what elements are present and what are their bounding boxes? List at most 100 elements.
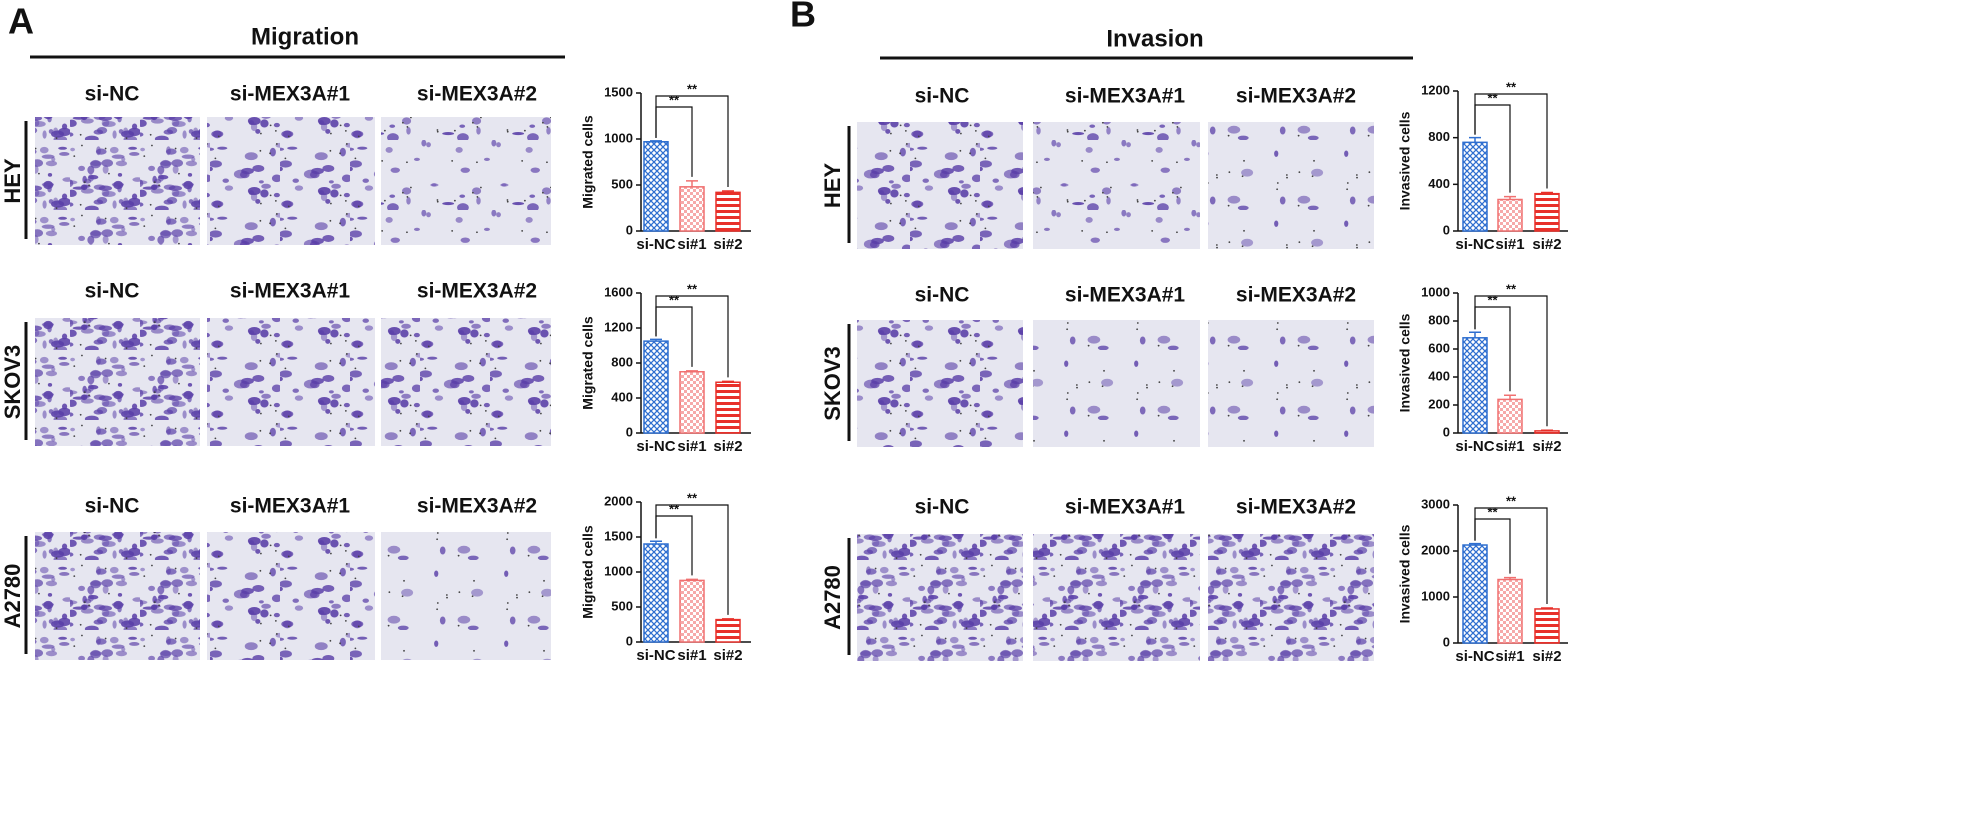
column-header: si-NC xyxy=(915,284,970,307)
bar xyxy=(715,618,741,643)
x-tick-label: si-NC xyxy=(1455,236,1494,253)
micrograph xyxy=(1033,534,1200,661)
error-bar xyxy=(1504,394,1516,400)
y-tick-label: 2000 xyxy=(1421,542,1450,557)
y-tick-label: 0 xyxy=(1443,424,1450,439)
bar xyxy=(643,141,669,232)
micrograph xyxy=(207,318,375,446)
micrograph xyxy=(35,532,200,660)
bar xyxy=(1462,141,1488,232)
x-tick-label: si-NC xyxy=(636,236,675,253)
y-axis-label: Migrated cells xyxy=(580,316,596,410)
x-tick-label: si#2 xyxy=(1532,438,1561,455)
significance-label: ** xyxy=(669,501,680,516)
error-bar xyxy=(686,180,698,187)
significance-label: ** xyxy=(669,92,680,107)
column-header: si-MEX3A#1 xyxy=(230,280,351,303)
error-bar xyxy=(650,338,662,342)
row-label: HEY xyxy=(0,158,25,204)
y-tick-label: 1000 xyxy=(604,563,633,578)
y-tick-label: 1200 xyxy=(604,319,633,334)
column-header: si-NC xyxy=(85,83,140,106)
y-tick-label: 500 xyxy=(611,176,633,191)
y-tick-label: 0 xyxy=(626,633,633,648)
y-tick-label: 1000 xyxy=(604,130,633,145)
bar xyxy=(715,191,741,232)
column-header: si-MEX3A#2 xyxy=(1236,284,1356,307)
bar xyxy=(679,371,705,434)
y-axis-label: Invasived cells xyxy=(1397,313,1413,412)
bar xyxy=(643,543,669,643)
error-bar xyxy=(1541,191,1553,194)
row-label: A2780 xyxy=(0,564,25,629)
y-tick-label: 1200 xyxy=(1421,82,1450,97)
y-tick-label: 200 xyxy=(1428,396,1450,411)
bar xyxy=(679,186,705,232)
column-header: si-MEX3A#2 xyxy=(1236,496,1356,519)
error-bar xyxy=(650,140,662,142)
panel-letter: B xyxy=(790,0,816,35)
micrograph xyxy=(35,117,200,245)
column-header: si-MEX3A#1 xyxy=(230,83,351,106)
y-axis-label: Invasived cells xyxy=(1397,111,1413,210)
x-tick-label: si#1 xyxy=(1495,236,1524,253)
y-axis-label: Migrated cells xyxy=(580,115,596,209)
micrograph xyxy=(857,122,1023,249)
micrograph xyxy=(857,320,1023,447)
micrograph xyxy=(1208,320,1374,447)
x-tick-label: si#1 xyxy=(677,647,706,664)
bar xyxy=(1534,430,1560,434)
y-tick-label: 1000 xyxy=(1421,284,1450,299)
micrograph xyxy=(35,318,200,446)
x-tick-label: si#2 xyxy=(1532,648,1561,665)
significance-bracket xyxy=(655,95,729,187)
y-tick-label: 600 xyxy=(1428,340,1450,355)
error-bar xyxy=(1469,542,1481,546)
column-header: si-MEX3A#1 xyxy=(1065,85,1186,108)
y-tick-label: 1000 xyxy=(1421,588,1450,603)
x-tick-label: si-NC xyxy=(636,647,675,664)
significance-bracket xyxy=(1474,93,1548,189)
error-bar xyxy=(1469,331,1481,338)
significance-label: ** xyxy=(1487,90,1498,105)
row-label: SKOV3 xyxy=(820,346,845,421)
column-header: si-MEX3A#2 xyxy=(417,83,537,106)
panel-letter: A xyxy=(8,1,34,42)
y-tick-label: 1500 xyxy=(604,528,633,543)
bar xyxy=(679,579,705,643)
error-bar xyxy=(722,618,734,620)
micrograph xyxy=(381,117,551,245)
micrograph xyxy=(207,532,375,660)
column-header: si-MEX3A#2 xyxy=(417,280,537,303)
error-bar xyxy=(686,370,698,372)
y-tick-label: 0 xyxy=(626,424,633,439)
significance-bracket xyxy=(1474,507,1548,605)
column-header: si-NC xyxy=(85,280,140,303)
y-tick-label: 800 xyxy=(611,354,633,369)
bar xyxy=(1497,398,1523,434)
error-bar xyxy=(650,540,662,544)
error-bar xyxy=(1504,576,1516,580)
bar xyxy=(1462,337,1488,434)
bar xyxy=(1497,578,1523,644)
error-bar xyxy=(722,190,734,193)
y-tick-label: 0 xyxy=(1443,634,1450,649)
y-tick-label: 800 xyxy=(1428,129,1450,144)
significance-label: ** xyxy=(687,490,698,505)
column-header: si-NC xyxy=(915,85,970,108)
y-axis-label: Invasived cells xyxy=(1397,524,1413,623)
bar xyxy=(1534,608,1560,644)
micrograph xyxy=(1208,122,1374,249)
micrograph xyxy=(1208,534,1374,661)
x-tick-label: si#2 xyxy=(713,647,742,664)
significance-bracket xyxy=(655,504,729,615)
y-axis-label: Migrated cells xyxy=(580,525,596,619)
significance-label: ** xyxy=(669,292,680,307)
row-label: SKOV3 xyxy=(0,345,25,420)
x-tick-label: si#1 xyxy=(1495,648,1524,665)
micrograph xyxy=(381,532,551,660)
significance-label: ** xyxy=(1506,493,1517,508)
y-tick-label: 800 xyxy=(1428,312,1450,327)
y-tick-label: 500 xyxy=(611,598,633,613)
column-header: si-MEX3A#2 xyxy=(1236,85,1356,108)
